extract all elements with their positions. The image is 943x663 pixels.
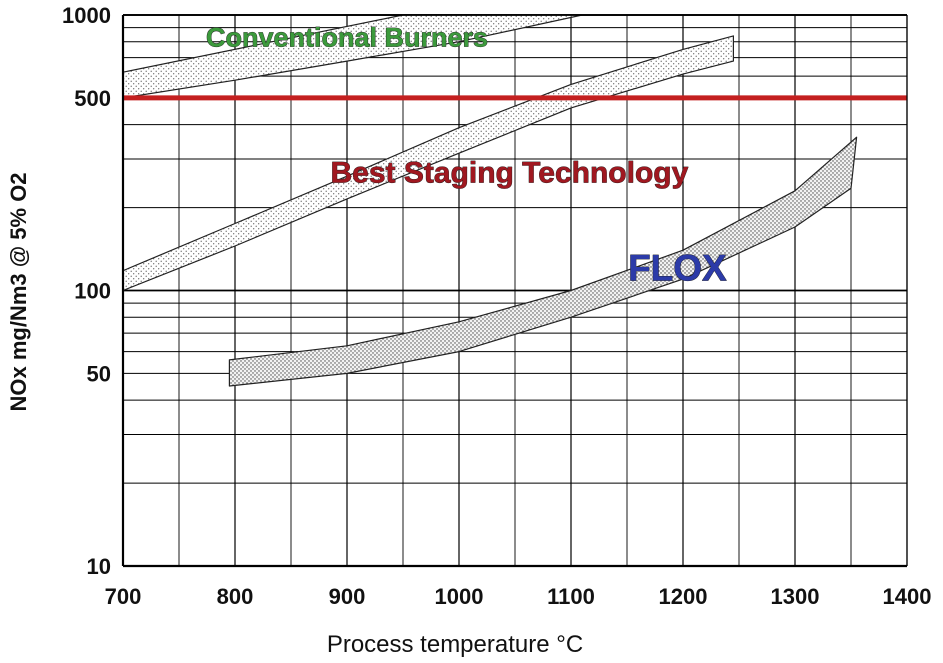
x-tick-labels: 700 800 900 1000 1100 1200 1300 1400 [105, 584, 932, 609]
x-tick-label: 1100 [547, 584, 595, 609]
x-axis-title: Process temperature °C [327, 631, 583, 658]
y-axis-title: NOx mg/Nm3 @ 5% O2 [6, 172, 31, 411]
y-tick-label: 500 [74, 86, 111, 111]
x-tick-label: 900 [329, 584, 366, 609]
x-tick-label: 1400 [883, 584, 932, 609]
axes [121, 14, 908, 568]
x-tick-label: 700 [105, 584, 142, 609]
y-tick-label: 50 [87, 361, 111, 386]
series-bands [122, 14, 858, 387]
x-tick-label: 800 [217, 584, 254, 609]
y-tick-label: 1000 [62, 3, 111, 28]
series-label-conventional-burners: Conventional Burners [206, 23, 488, 53]
y-tick-label: 10 [87, 554, 111, 579]
y-tick-label: 100 [74, 279, 111, 304]
x-tick-label: 1200 [659, 584, 708, 609]
x-tick-label: 1300 [771, 584, 820, 609]
y-tick-labels: 10 50 100 500 1000 [62, 3, 111, 579]
series-labels: Conventional Burners Best Staging Technol… [206, 22, 728, 289]
x-tick-label: 1000 [435, 584, 484, 609]
series-label-flox: FLOX [628, 247, 727, 288]
band-flox [228, 136, 858, 387]
series-label-best-staging-technology: Best Staging Technology [330, 156, 688, 189]
